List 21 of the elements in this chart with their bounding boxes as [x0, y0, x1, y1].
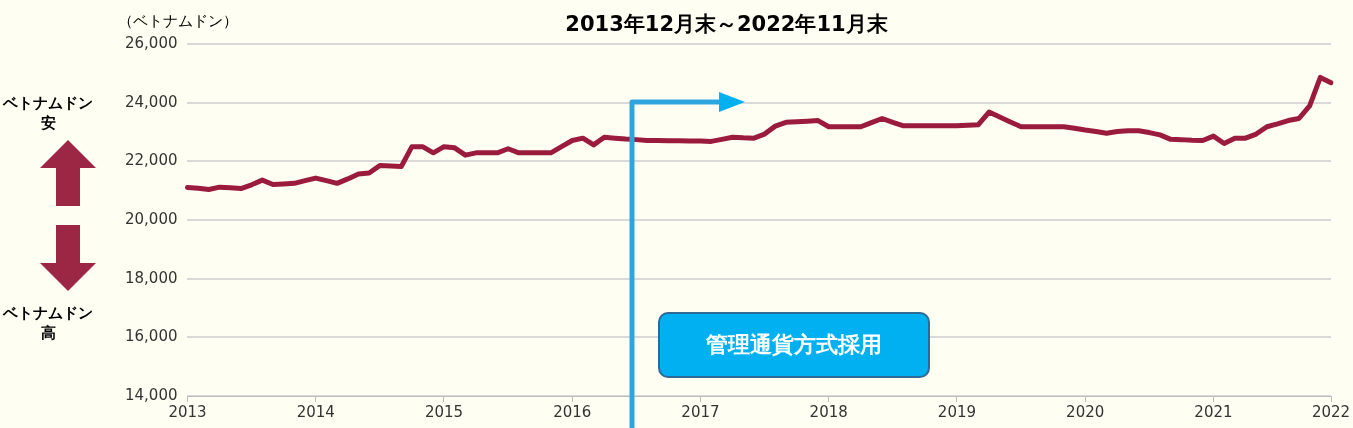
text: ベトナムドン高 [2, 303, 94, 343]
x-tick-label: 2019 [937, 402, 977, 421]
y-tick-label: 20,000 [124, 209, 178, 228]
x-tick-label: 2018 [809, 402, 848, 421]
x-tick-label: 2021 [1194, 402, 1233, 421]
x-tick-label: 2013 [168, 402, 207, 421]
x-tick-label: 2017 [681, 402, 720, 421]
y-tick-label: 14,000 [124, 385, 178, 404]
chart-title: 2013年12月末～2022年11月末 [565, 12, 888, 36]
y-axis-title: （ベトナムドン） [118, 12, 238, 31]
text: ベトナムドン安 [2, 93, 94, 133]
x-tick-label: 2022 [1311, 402, 1351, 421]
y-tick-label: 24,000 [124, 92, 178, 111]
y-tick-label: 16,000 [124, 327, 178, 346]
x-tick-label: 2016 [553, 402, 592, 421]
y-tick-label: 18,000 [124, 268, 178, 287]
x-tick-label: 2014 [296, 402, 335, 421]
y-tick-label: 26,000 [124, 33, 178, 52]
y-tick-label: 22,000 [124, 151, 178, 170]
x-tick-label: 2020 [1066, 402, 1105, 421]
x-tick-label: 2015 [424, 402, 464, 421]
